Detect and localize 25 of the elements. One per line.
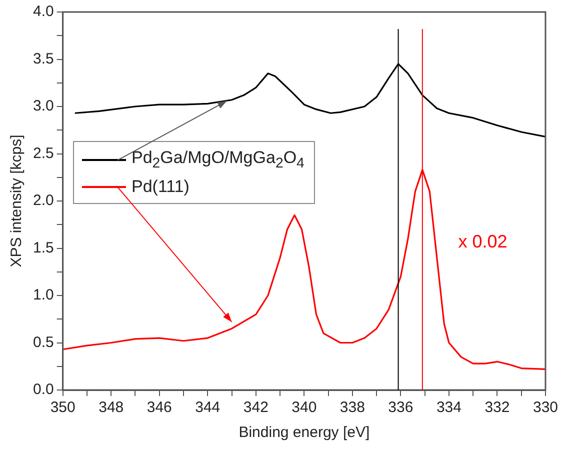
y-tick-label: 1.5 [32,239,54,256]
x-tick-label: 334 [436,399,462,416]
annotation: x 0.02 [458,232,508,252]
y-tick-label: 0.0 [32,381,54,398]
y-tick-label: 2.0 [32,192,54,210]
x-tick-label: 344 [195,399,220,416]
y-tick-label: 3.0 [32,98,54,115]
y-tick-label: 2.5 [32,144,54,162]
y-tick-label: 3.5 [32,50,54,68]
y-tick-label: 0.5 [32,334,54,351]
x-tick-label: 330 [532,399,558,416]
y-tick-label: 1.0 [32,286,54,304]
x-tick-label: 340 [292,399,317,416]
legend-label: Pd(111) [132,176,190,198]
x-tick-label: 346 [146,399,172,416]
x-tick-label: 336 [388,399,414,416]
x-tick-label: 342 [243,399,268,416]
legend-label: Pd$_{2}$Ga/MgO/MgGa$_{2}$O$_{4}$ [132,146,304,173]
x-tick-label: 348 [98,399,124,416]
x-tick-label: 332 [484,399,510,416]
x-tick-label: 338 [340,399,365,416]
y-tick-label: 4.0 [32,3,54,20]
x-tick-label: 350 [50,399,76,416]
y-axis-title: XPS intensity [kcps] [8,134,26,268]
x-axis-title: Binding energy [eV] [238,424,370,442]
